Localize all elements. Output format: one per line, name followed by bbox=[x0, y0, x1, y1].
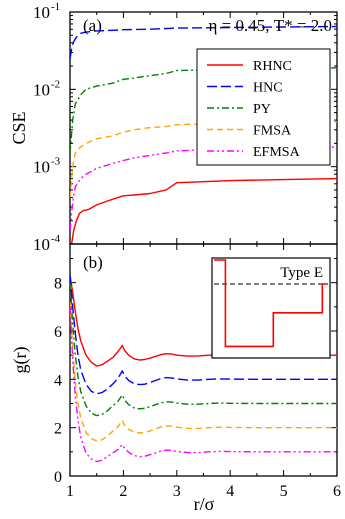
gr-xlabel: r/σ bbox=[194, 494, 215, 514]
gr-xtick-label: 1 bbox=[66, 483, 74, 500]
gr-ytick-label: 6 bbox=[54, 324, 62, 341]
cse-series-hnc bbox=[70, 25, 337, 59]
cse-ytick-label: 10 bbox=[33, 235, 50, 254]
legend-label-fmsa: FMSA bbox=[253, 124, 292, 139]
cse-ylabel: CSE bbox=[9, 111, 29, 144]
cse-series-rhnc bbox=[70, 177, 337, 244]
cse-ytick-label: 10 bbox=[33, 3, 50, 22]
legend-label-rhnc: RHNC bbox=[253, 59, 292, 74]
gr-ytick-label: 8 bbox=[54, 276, 62, 293]
gr-xtick-label: 2 bbox=[119, 483, 127, 500]
gr-series-fmsa bbox=[70, 301, 337, 442]
legend-label-py: PY bbox=[253, 102, 271, 117]
cse-ytick-exponent: -4 bbox=[51, 233, 61, 245]
gr-xtick-label: 5 bbox=[280, 483, 288, 500]
cse-ytick-exponent: -3 bbox=[51, 156, 61, 168]
gr-ylabel: g(r) bbox=[10, 347, 31, 374]
cse-axis-ticks: 10-410-310-210-1 bbox=[33, 1, 338, 254]
gr-ytick-label: 4 bbox=[54, 372, 62, 389]
cse-title: η = 0.45, T* = 2.0 bbox=[209, 16, 332, 35]
gr-series-hnc bbox=[70, 275, 337, 395]
inset-frame bbox=[211, 257, 331, 359]
cse-panel: 10-410-310-210-1 (a) η = 0.45, T* = 2.0 … bbox=[9, 1, 338, 254]
gr-xtick-label: 3 bbox=[173, 483, 181, 500]
legend-box bbox=[196, 48, 331, 166]
legend-label-hnc: HNC bbox=[253, 81, 283, 96]
gr-ytick-label: 0 bbox=[54, 469, 62, 486]
gr-panel-label: (b) bbox=[83, 253, 103, 272]
gr-xtick-label: 6 bbox=[333, 483, 341, 500]
cse-ytick-label: 10 bbox=[33, 80, 50, 99]
inset-label: Type E bbox=[280, 265, 323, 281]
gr-series-efmsa bbox=[70, 306, 337, 463]
cse-panel-label: (a) bbox=[83, 16, 102, 35]
cse-ytick-exponent: -2 bbox=[51, 78, 60, 90]
gr-panel: 1 2 3 4 5 6 0 2 4 6 8 (b) g(r) r/σ Type E bbox=[10, 243, 341, 514]
cse-ytick-exponent: -1 bbox=[51, 1, 60, 13]
cse-legend: RHNC HNC PY FMSA EFMSA bbox=[196, 48, 331, 166]
legend-label-efmsa: EFMSA bbox=[253, 145, 301, 160]
gr-series-py bbox=[70, 282, 337, 417]
cse-ytick-label: 10 bbox=[33, 158, 50, 177]
potential-inset: Type E bbox=[211, 257, 331, 359]
gr-ytick-label: 2 bbox=[54, 421, 62, 438]
gr-xtick-label: 4 bbox=[226, 483, 234, 500]
inset-potential-step bbox=[214, 259, 328, 348]
